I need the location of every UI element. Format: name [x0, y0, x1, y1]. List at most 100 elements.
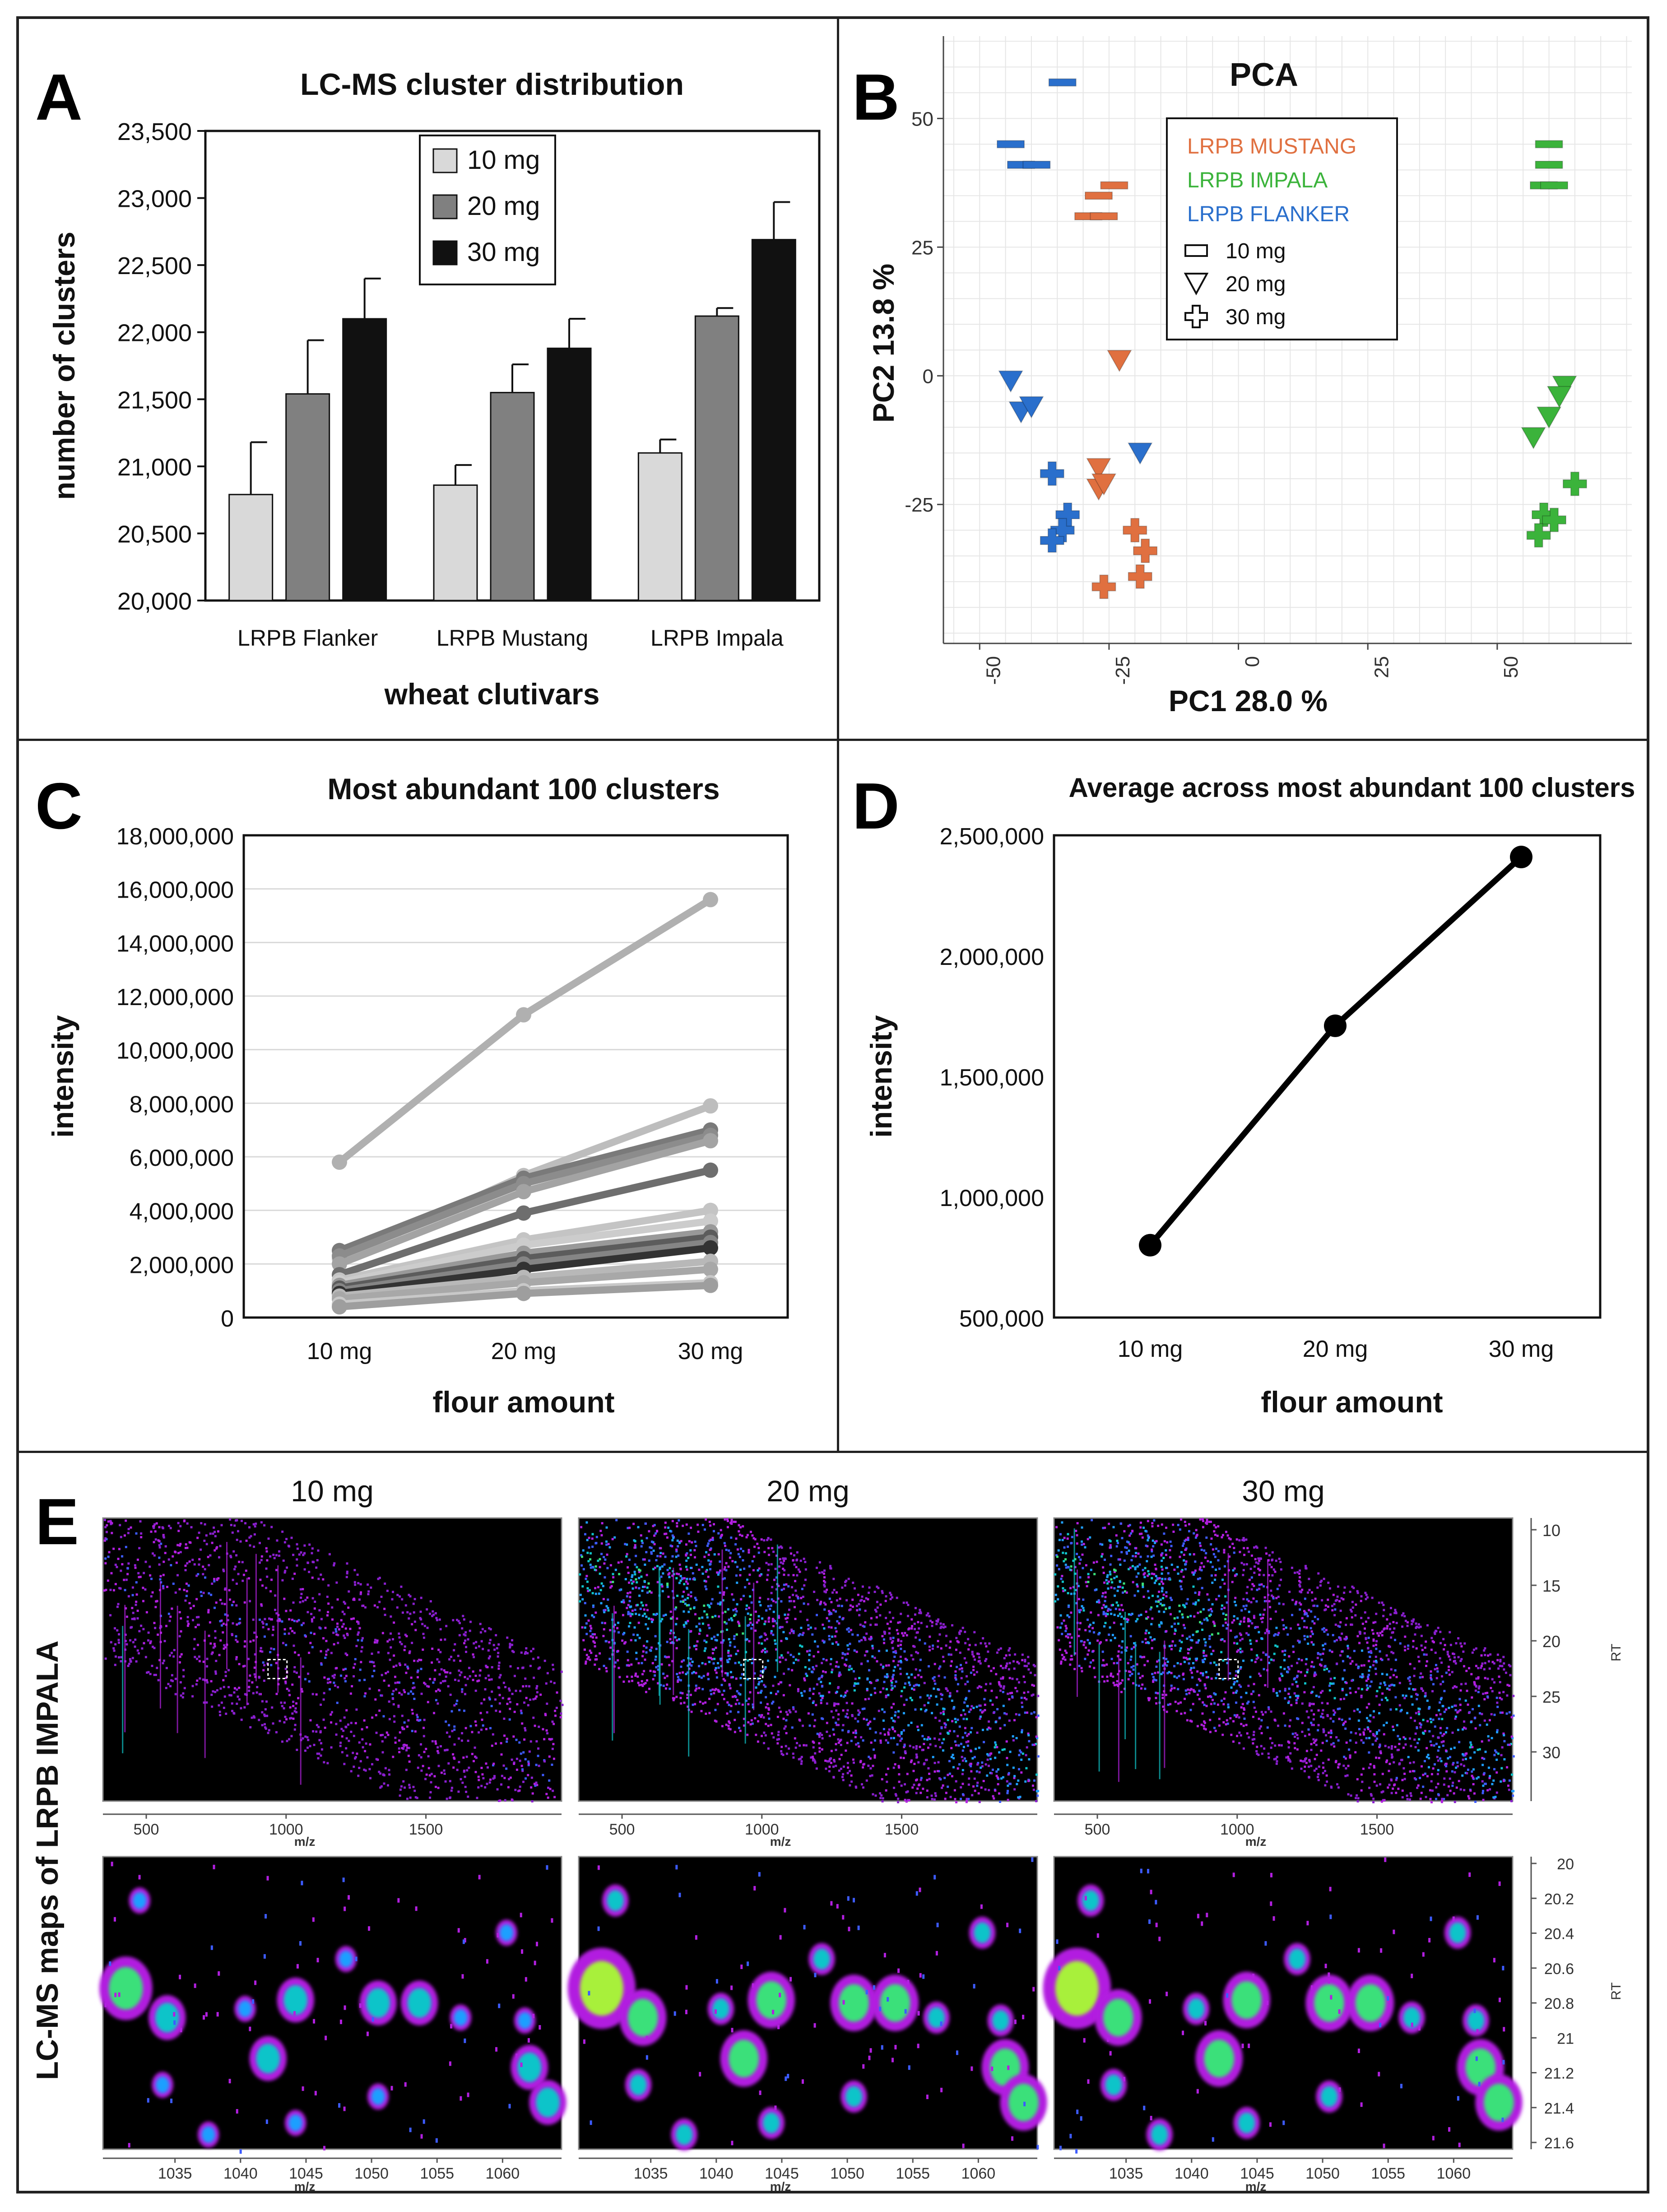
map-peak — [1016, 1661, 1019, 1663]
map-peak — [823, 1640, 826, 1643]
map-peak — [711, 1538, 714, 1541]
map-peak — [1031, 1694, 1033, 1697]
map-peak — [830, 1612, 832, 1615]
map-peak — [701, 1662, 704, 1665]
map-peak — [482, 1648, 484, 1650]
map-noise — [338, 2103, 341, 2108]
map-peak — [490, 1704, 493, 1707]
map-peak — [898, 1735, 901, 1737]
map-peak — [818, 1747, 821, 1750]
map-peak — [831, 1591, 834, 1594]
map-peak — [782, 1567, 785, 1570]
map-peak — [887, 1664, 890, 1667]
map-peak — [915, 1745, 918, 1748]
map-peak — [597, 1586, 599, 1588]
map-peak — [131, 1586, 134, 1589]
map-peak — [852, 1761, 855, 1764]
map-peak — [850, 1629, 852, 1631]
map-peak — [432, 1610, 434, 1613]
map-peak — [664, 1655, 666, 1658]
map-peak — [491, 1666, 493, 1669]
map-peak — [216, 1546, 218, 1549]
y-tick-label: 6,000,000 — [130, 1145, 234, 1171]
map-peak — [475, 1641, 478, 1644]
map-peak — [618, 1573, 621, 1575]
map-peak — [748, 1710, 751, 1713]
column-header: 30 mg — [1242, 1474, 1324, 1508]
map-peak — [674, 1636, 677, 1639]
map-peak — [772, 1551, 775, 1553]
map-peak — [339, 1674, 342, 1677]
map-peak — [842, 1765, 845, 1768]
map-peak — [1036, 1737, 1039, 1739]
map-peak — [962, 1709, 965, 1712]
map-peak — [999, 1689, 1002, 1692]
map-peak — [1322, 1762, 1324, 1765]
map-peak — [1186, 1719, 1189, 1722]
map-peak — [704, 1701, 707, 1704]
map-peak — [524, 1727, 526, 1729]
map-peak — [1035, 1773, 1038, 1776]
map-peak — [588, 1537, 590, 1539]
map-peak — [333, 1676, 335, 1679]
map-peak — [650, 1546, 653, 1549]
map-peak — [760, 1538, 763, 1541]
map-peak — [706, 1569, 708, 1571]
x-axis-title: wheat clutivars — [384, 677, 600, 711]
map-peak — [382, 1773, 385, 1776]
map-peak — [183, 1520, 186, 1523]
map-peak — [669, 1530, 672, 1532]
map-peak — [768, 1554, 771, 1556]
map-peak — [475, 1724, 478, 1727]
map-peak — [819, 1602, 822, 1605]
map-peak — [622, 1633, 625, 1635]
map-peak — [106, 1524, 108, 1527]
map-peak — [688, 1646, 691, 1649]
map-peak — [350, 1731, 353, 1733]
map-peak — [432, 1613, 435, 1616]
map-peak — [435, 1690, 437, 1693]
peak-core — [155, 2002, 179, 2033]
map-peak — [391, 1598, 394, 1601]
map-peak — [341, 1751, 344, 1754]
map-peak — [632, 1587, 634, 1590]
map-noise — [299, 1941, 302, 1946]
map-peak — [923, 1681, 926, 1684]
map-peak — [920, 1724, 923, 1727]
map-peak — [317, 1757, 320, 1760]
map-streak — [613, 1606, 615, 1733]
map-peak — [345, 1675, 348, 1677]
map-border — [578, 1517, 1038, 1802]
map-peak — [726, 1629, 729, 1631]
map-peak — [409, 1796, 412, 1799]
map-peak — [270, 1526, 273, 1528]
map-peak — [634, 1544, 636, 1546]
map-peak — [730, 1518, 733, 1521]
map-peak — [1430, 1676, 1432, 1679]
map-peak — [528, 1750, 531, 1753]
map-peak — [272, 1628, 274, 1631]
map-peak — [929, 1737, 931, 1740]
y-tick-label: 500,000 — [959, 1306, 1044, 1332]
map-peak — [775, 1659, 778, 1662]
map-peak — [224, 1671, 227, 1673]
map-peak — [521, 1768, 524, 1771]
map-peak — [961, 1667, 963, 1670]
map-peak — [796, 1574, 799, 1577]
map-peak — [711, 1648, 714, 1651]
map-peak — [464, 1786, 467, 1788]
map-peak — [548, 1779, 551, 1782]
map-peak — [643, 1683, 645, 1686]
map-peak — [634, 1573, 636, 1576]
map-peak — [438, 1618, 441, 1621]
map-peak — [838, 1769, 840, 1772]
data-point — [332, 1154, 347, 1170]
map-peak — [934, 1792, 937, 1795]
map-peak — [1022, 1752, 1024, 1755]
map-peak — [936, 1770, 939, 1773]
map-peak — [774, 1568, 777, 1570]
map-peak — [923, 1742, 925, 1745]
map-peak — [1000, 1777, 1003, 1780]
map-noise — [497, 1933, 499, 1937]
map-peak — [175, 1561, 178, 1564]
